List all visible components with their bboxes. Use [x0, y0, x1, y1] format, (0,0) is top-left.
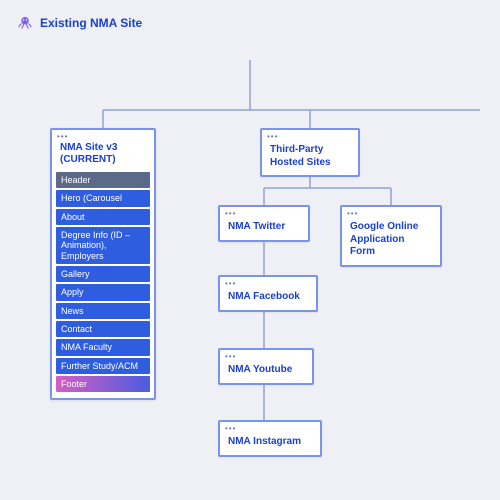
- site-item: Gallery: [56, 266, 150, 282]
- drag-handle-icon: •••: [347, 210, 358, 218]
- site-item: Header: [56, 172, 150, 188]
- site-item: Apply: [56, 284, 150, 300]
- node-label: NMA Twitter: [228, 221, 300, 234]
- site-item: Contact: [56, 321, 150, 337]
- node-nma-instagram: ••• NMA Instagram: [218, 420, 322, 457]
- node-nma-facebook: ••• NMA Facebook: [218, 275, 318, 312]
- site-item: NMA Faculty: [56, 339, 150, 355]
- drag-handle-icon: •••: [57, 133, 68, 141]
- node-nma-youtube: ••• NMA Youtube: [218, 348, 314, 385]
- site-item: Degree Info (ID – Animation), Employers: [56, 227, 150, 264]
- node-third-party: ••• Third-Party Hosted Sites: [260, 128, 360, 177]
- site-item: Further Study/ACM: [56, 358, 150, 374]
- site-item: Footer: [56, 376, 150, 392]
- page-title: Existing NMA Site: [40, 16, 142, 30]
- node-label: NMA Facebook: [228, 291, 308, 304]
- node-label: Google Online Application Form: [350, 221, 432, 259]
- drag-handle-icon: •••: [267, 133, 278, 141]
- node-label: NMA Youtube: [228, 364, 304, 377]
- octopus-icon: [16, 14, 34, 32]
- page-title-row: Existing NMA Site: [16, 14, 142, 32]
- node-label: Third-Party Hosted Sites: [270, 144, 350, 169]
- node-nma-twitter: ••• NMA Twitter: [218, 205, 310, 242]
- drag-handle-icon: •••: [225, 280, 236, 288]
- site-item: News: [56, 303, 150, 319]
- site-items-list: Header Hero (Carousel About Degree Info (ID…: [52, 172, 154, 398]
- site-box-current: ••• NMA Site v3 (CURRENT) HeaderHero (Ca…: [50, 128, 156, 400]
- drag-handle-icon: •••: [225, 210, 236, 218]
- site-item: Hero (Carousel: [56, 190, 150, 206]
- node-google-form: ••• Google Online Application Form: [340, 205, 442, 267]
- drag-handle-icon: •••: [225, 353, 236, 361]
- site-item: About: [56, 209, 150, 225]
- drag-handle-icon: •••: [225, 425, 236, 433]
- node-label: NMA Instagram: [228, 436, 312, 449]
